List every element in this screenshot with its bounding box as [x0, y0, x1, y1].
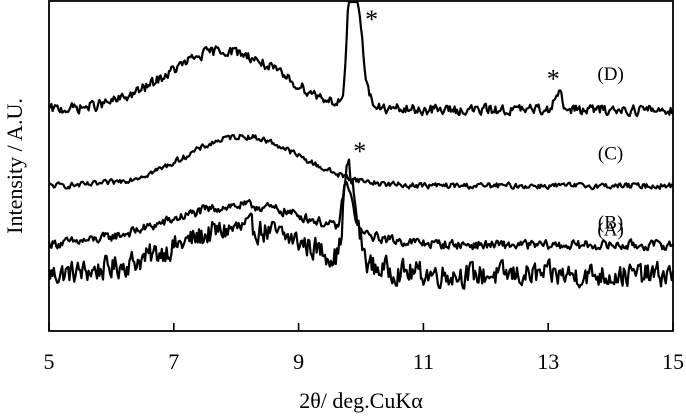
series-label: (D): [597, 64, 623, 85]
plot-frame: [48, 0, 674, 332]
x-tick-label: 7: [168, 349, 179, 374]
x-tick-label: 9: [293, 349, 304, 374]
y-axis-label: Intensity / A.U.: [2, 98, 27, 234]
x-tick-label: 13: [537, 349, 559, 374]
series-line: [48, 133, 674, 191]
x-axis-label: 2θ/ deg.CuKα: [299, 388, 423, 413]
series-label: (A): [597, 219, 623, 240]
x-tick-label: 15: [662, 349, 684, 374]
series-labels: (A)(B) (C) (D): [597, 64, 623, 240]
series-label: (B): [598, 213, 623, 234]
series-line: [47, 158, 675, 290]
series-line: [48, 0, 674, 118]
x-tick-label: 5: [44, 349, 55, 374]
series-label: (C): [598, 143, 623, 164]
peak-asterisk: *: [365, 5, 378, 34]
peak-asterisk: *: [547, 65, 560, 94]
x-ticks: 5 7 9 11 13 15: [44, 323, 684, 374]
annotation-markers: * * *: [353, 5, 559, 166]
peak-asterisk: *: [353, 137, 366, 166]
x-tick-label: 11: [413, 349, 434, 374]
series-line: [47, 181, 674, 252]
traces-group: [47, 0, 675, 290]
